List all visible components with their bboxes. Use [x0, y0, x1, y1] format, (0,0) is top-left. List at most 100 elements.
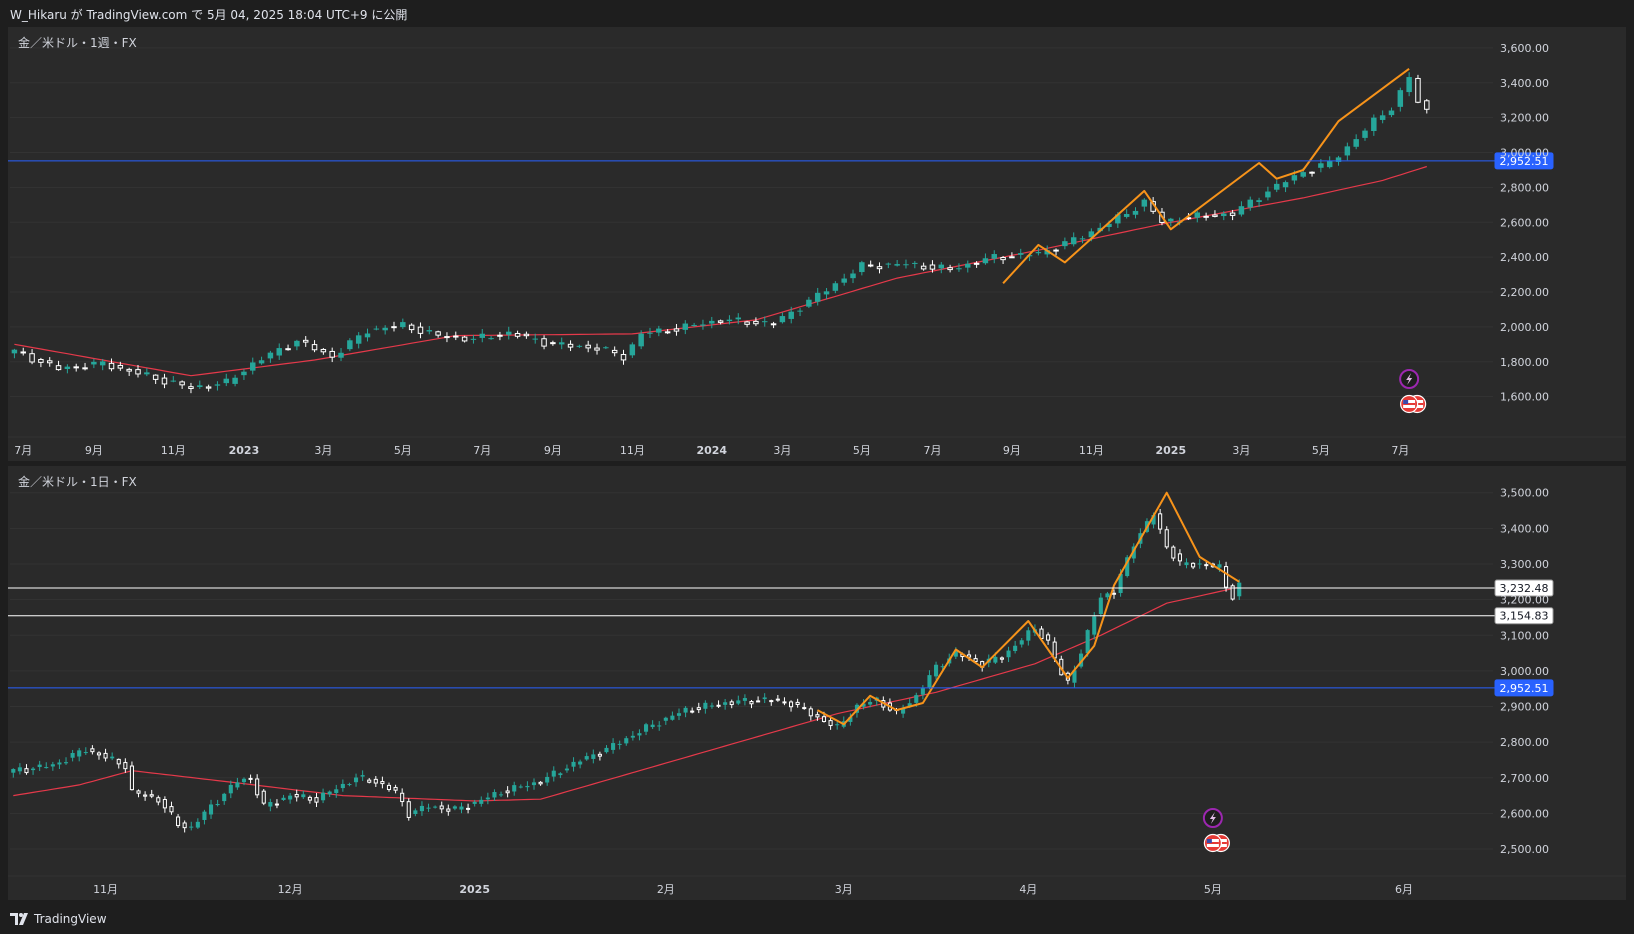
weekly-candle — [700, 319, 706, 330]
daily-candle-body — [505, 790, 510, 794]
weekly-candle-body — [770, 323, 777, 326]
daily-candle-body — [353, 777, 359, 783]
weekly-candle — [1397, 87, 1404, 112]
daily-candle-body — [1111, 592, 1117, 595]
weekly-candle-body — [1424, 100, 1430, 110]
daily-candle-body — [261, 790, 266, 804]
daily-candle-body — [782, 701, 787, 704]
daily-candle — [77, 747, 82, 762]
daily-candle — [380, 776, 385, 789]
daily-candle — [472, 799, 477, 807]
weekly-candle-body — [850, 273, 856, 279]
weekly-candle-body — [453, 335, 459, 338]
daily-candle-body — [37, 764, 42, 768]
weekly-candle-body — [814, 292, 821, 302]
daily-candle-body — [334, 789, 339, 794]
daily-candle-body — [57, 762, 62, 765]
weekly-candle — [188, 382, 194, 394]
daily-candle — [584, 752, 589, 761]
daily-candle — [749, 700, 754, 709]
daily-candle — [479, 796, 484, 807]
daily-candle — [426, 803, 431, 812]
weekly-candle-body — [329, 350, 335, 358]
daily-candle-body — [531, 782, 537, 786]
footer-brand[interactable]: TradingView — [34, 912, 107, 926]
weekly-candle — [638, 330, 644, 350]
daily-candle-body — [756, 700, 761, 703]
daily-candle — [927, 670, 932, 690]
daily-candle — [222, 792, 227, 805]
weekly-candle — [161, 373, 168, 389]
daily-candle — [334, 784, 339, 798]
weekly-chart-panel[interactable]: 2,952.51 1,600.00 1,800.00 2,000.00 2,200.00… — [8, 27, 1626, 461]
daily-candle — [835, 721, 840, 730]
daily-candle — [57, 759, 62, 770]
weekly-x-tick-label: 7月 — [14, 444, 32, 457]
daily-chart[interactable]: 3,232.48 3,154.83 2,952.51 2,500.00 2,600.00… — [8, 466, 1626, 900]
weekly-candle — [453, 331, 459, 341]
daily-candle — [360, 770, 365, 781]
weekly-candle — [1371, 114, 1377, 136]
weekly-candle — [1247, 196, 1253, 211]
daily-candle — [1013, 640, 1018, 654]
daily-candle — [83, 747, 88, 755]
daily-candle — [268, 798, 273, 812]
daily-candle — [419, 801, 424, 816]
tradingview-logo-icon[interactable] — [10, 912, 32, 926]
daily-candle — [31, 766, 36, 775]
weekly-candle — [223, 373, 230, 387]
daily-candle-body — [182, 822, 187, 829]
weekly-candle — [947, 264, 953, 273]
weekly-y-tick-label: 2,800.00 — [1500, 181, 1549, 194]
weekly-candle-body — [82, 367, 88, 370]
daily-candle-body — [966, 654, 972, 658]
daily-candle-body — [973, 658, 978, 662]
weekly-x-tick-label: 9月 — [85, 444, 103, 457]
daily-candle-body — [24, 768, 29, 774]
daily-y-tick-label: 3,500.00 — [1500, 487, 1549, 500]
daily-candle — [215, 799, 220, 807]
daily-candle — [123, 758, 128, 773]
weekly-candle — [1256, 197, 1262, 207]
weekly-candle-body — [1344, 146, 1351, 156]
weekly-candle-body — [709, 320, 715, 324]
daily-candle — [762, 693, 767, 704]
daily-candle — [808, 706, 813, 721]
daily-candle — [498, 791, 504, 798]
weekly-candle — [735, 313, 741, 325]
weekly-candle — [1221, 211, 1227, 221]
weekly-candle-body — [46, 360, 53, 364]
daily-x-axis: 11月 12月 2025 2月 3月 4月 5月 6月 — [93, 883, 1413, 896]
weekly-candle-body — [576, 345, 583, 347]
weekly-x-tick-label: 11月 — [161, 444, 186, 457]
daily-candle-body — [498, 794, 504, 796]
daily-candle — [1230, 583, 1235, 601]
weekly-candle-body — [1300, 172, 1306, 177]
weekly-candle — [1229, 209, 1236, 221]
daily-candle — [1019, 637, 1024, 648]
daily-candle-body — [136, 790, 141, 794]
daily-candle-body — [1151, 515, 1156, 525]
daily-candle-body — [802, 707, 807, 710]
daily-candle — [24, 764, 29, 775]
daily-candle-body — [419, 805, 424, 812]
weekly-candle-body — [1212, 214, 1218, 217]
daily-candle — [973, 654, 978, 663]
daily-candle-body — [314, 797, 319, 803]
weekly-candle — [1035, 247, 1042, 256]
weekly-candle — [258, 356, 265, 365]
weekly-candle-body — [885, 263, 892, 265]
weekly-candle — [806, 296, 812, 309]
daily-candle-body — [676, 713, 682, 716]
daily-chart-panel[interactable]: 3,232.48 3,154.83 2,952.51 2,500.00 2,600.00… — [8, 466, 1626, 900]
weekly-candle — [506, 326, 512, 340]
daily-flag-canton — [1206, 839, 1212, 843]
weekly-candle-body — [64, 366, 71, 369]
weekly-candle — [1273, 180, 1280, 193]
daily-candle — [723, 699, 728, 710]
daily-candle-body — [228, 784, 233, 794]
weekly-chart[interactable]: 2,952.51 1,600.00 1,800.00 2,000.00 2,200.00… — [8, 27, 1626, 461]
weekly-candle — [1282, 180, 1289, 193]
weekly-x-tick-label: 9月 — [544, 444, 562, 457]
weekly-candle — [532, 333, 538, 344]
